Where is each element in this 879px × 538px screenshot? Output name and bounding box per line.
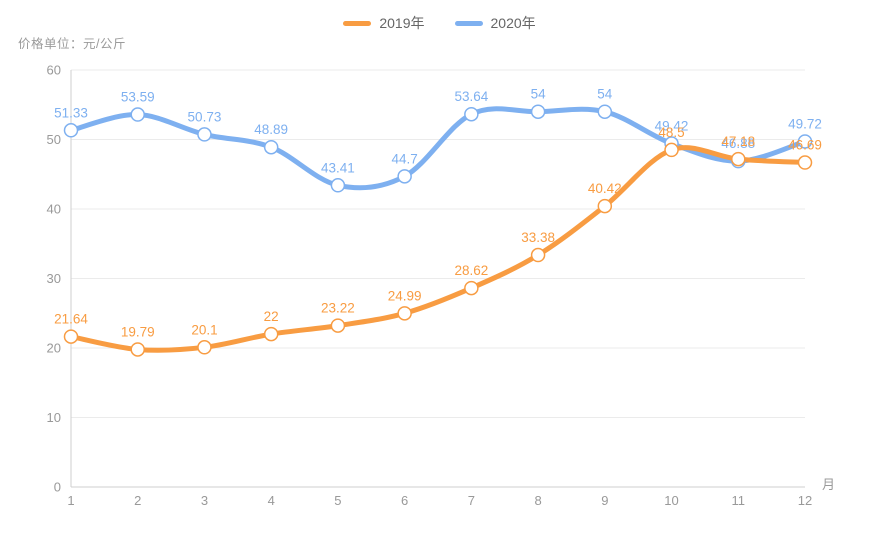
data-point-1-4[interactable] <box>263 139 279 155</box>
data-point-0-1[interactable] <box>63 329 79 344</box>
x-tick-label: 5 <box>334 493 341 508</box>
data-point-label: 19.79 <box>121 324 155 339</box>
data-point-label: 48.5 <box>658 125 684 140</box>
data-point-label: 50.73 <box>188 109 222 124</box>
data-point-0-9[interactable] <box>597 198 613 214</box>
x-tick-label: 2 <box>134 493 141 508</box>
data-point-label: 43.41 <box>321 160 355 175</box>
data-point-label: 49.42 <box>655 119 689 134</box>
data-point-0-4[interactable] <box>263 326 279 342</box>
legend-item-label: 2020年 <box>490 15 536 31</box>
legend-item-0[interactable]: 2019年 <box>343 13 425 33</box>
data-point-0-7[interactable] <box>464 280 479 296</box>
x-tick-label: 4 <box>268 493 275 508</box>
y-tick-label: 60 <box>47 63 61 78</box>
data-point-1-5[interactable] <box>330 178 346 193</box>
data-point-label: 48.89 <box>254 122 288 137</box>
x-tick-label: 10 <box>664 493 678 508</box>
x-tick-label: 1 <box>67 493 74 508</box>
data-point-1-3[interactable] <box>197 127 212 142</box>
data-point-0-10[interactable] <box>664 142 679 158</box>
data-point-label: 23.22 <box>321 301 355 316</box>
data-point-1-6[interactable] <box>397 169 412 184</box>
y-tick-label: 50 <box>47 132 61 147</box>
data-point-label: 49.72 <box>788 116 822 131</box>
data-point-0-3[interactable] <box>197 340 212 355</box>
data-point-label: 22 <box>264 309 279 324</box>
x-tick-label: 3 <box>201 493 208 508</box>
legend-swatch-icon <box>343 20 372 26</box>
data-point-1-12[interactable] <box>797 134 813 149</box>
data-point-0-2[interactable] <box>130 342 145 357</box>
data-point-0-5[interactable] <box>330 318 346 333</box>
y-axis-unit-label: 价格单位：元/公斤 <box>18 37 126 51</box>
data-point-label: 40.42 <box>588 181 622 196</box>
data-point-label: 20.1 <box>191 322 217 337</box>
data-point-label: 54 <box>597 87 613 102</box>
x-tick-label: 9 <box>601 493 608 508</box>
data-point-1-2[interactable] <box>130 107 145 122</box>
data-point-1-7[interactable] <box>464 106 479 122</box>
series-line-0 <box>68 145 808 353</box>
x-tick-label: 12 <box>798 493 812 508</box>
data-point-label: 53.59 <box>121 90 155 105</box>
data-point-label: 44.7 <box>391 151 417 166</box>
legend: 2019年 2020年 <box>0 13 879 33</box>
data-point-label: 46.69 <box>788 138 822 153</box>
data-point-1-8[interactable] <box>530 104 546 119</box>
x-tick-label: 8 <box>534 493 541 508</box>
data-point-1-1[interactable] <box>63 123 79 138</box>
y-tick-label: 40 <box>47 202 61 217</box>
data-point-1-9[interactable] <box>597 104 613 119</box>
y-tick-label: 10 <box>47 410 61 425</box>
data-point-label: 33.38 <box>521 230 555 245</box>
data-point-label: 54 <box>531 87 547 102</box>
data-point-0-12[interactable] <box>797 155 813 170</box>
x-axis-name: 月 <box>822 477 835 492</box>
data-point-0-6[interactable] <box>397 306 412 321</box>
data-point-label: 47.18 <box>721 134 755 149</box>
y-tick-label: 20 <box>47 341 61 356</box>
data-point-label: 24.99 <box>388 288 422 303</box>
legend-item-label: 2019年 <box>379 15 425 31</box>
data-point-label: 53.64 <box>454 89 488 104</box>
data-point-label: 51.33 <box>54 105 88 120</box>
data-point-label: 21.64 <box>54 312 88 327</box>
data-point-0-11[interactable] <box>731 151 746 167</box>
y-tick-label: 30 <box>47 271 61 286</box>
x-tick-label: 6 <box>401 493 408 508</box>
legend-item-1[interactable]: 2020年 <box>454 13 536 33</box>
legend-swatch-icon <box>454 20 483 26</box>
data-point-0-8[interactable] <box>530 247 546 263</box>
x-tick-label: 7 <box>468 493 475 508</box>
data-point-label: 46.88 <box>721 136 755 151</box>
data-point-label: 28.62 <box>454 263 488 278</box>
y-tick-label: 0 <box>54 480 61 495</box>
x-tick-label: 11 <box>732 493 746 508</box>
